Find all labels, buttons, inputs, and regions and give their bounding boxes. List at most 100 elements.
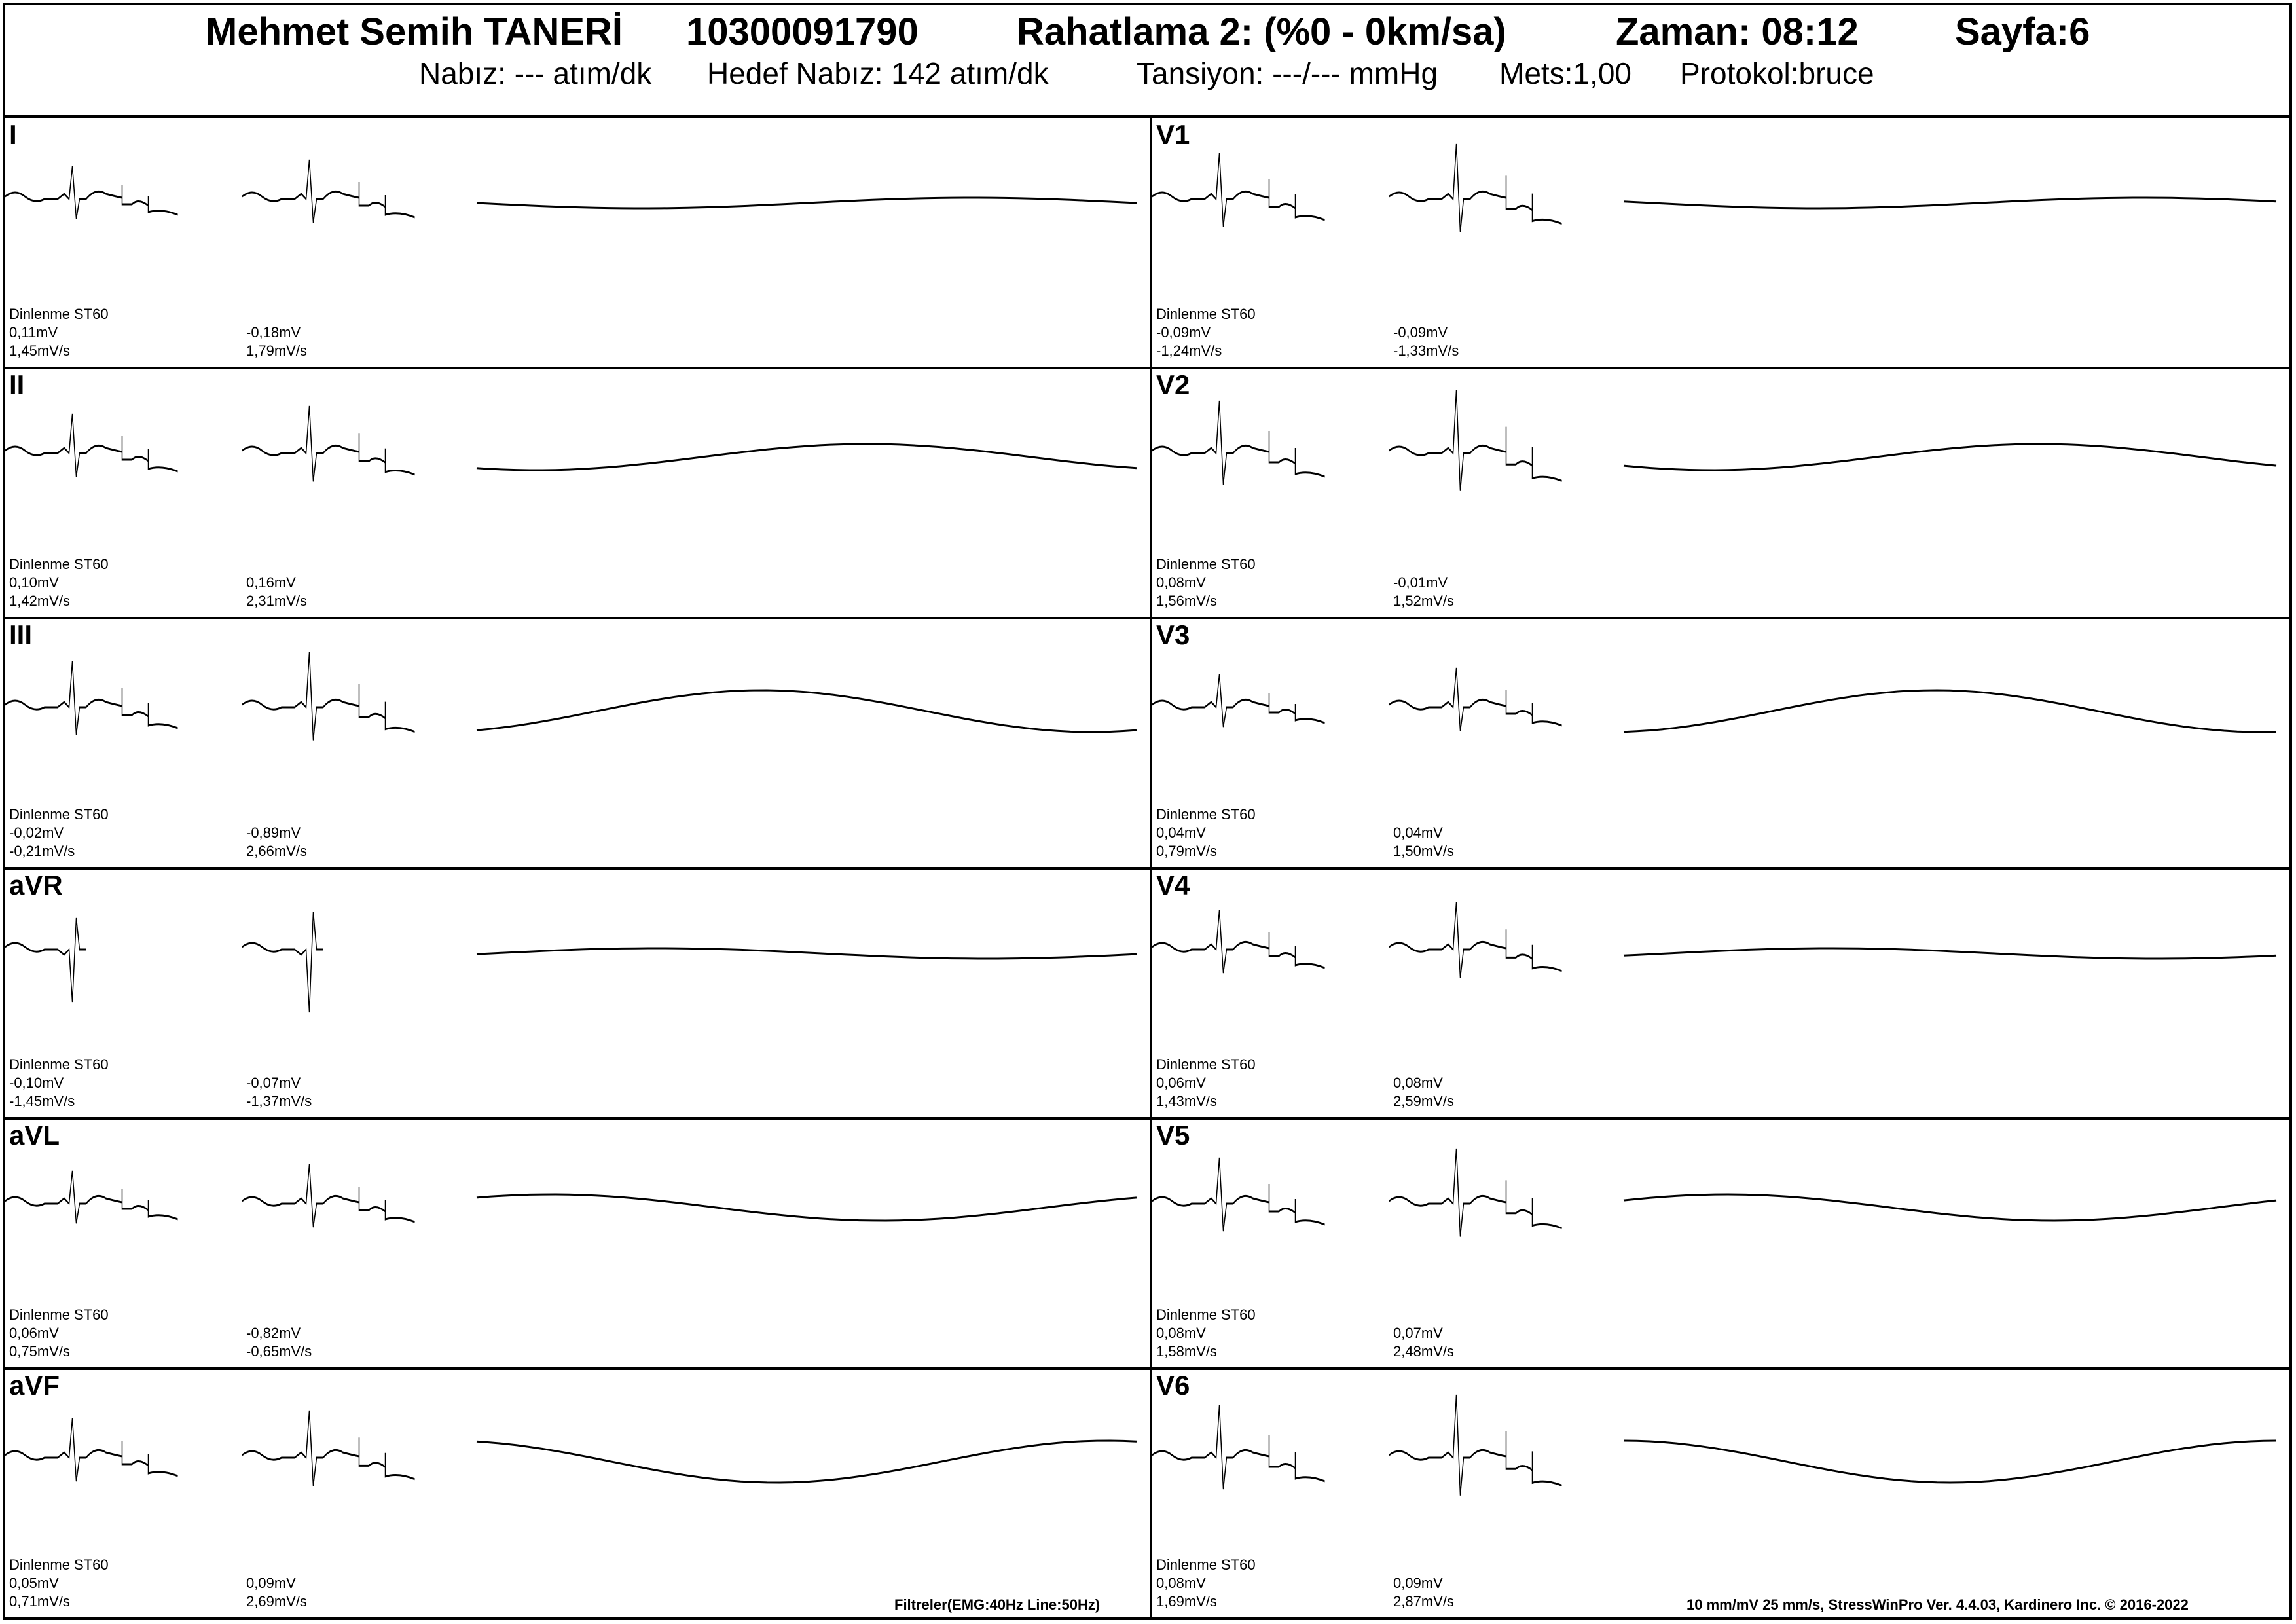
lead-cell-v1: V1 Dinlenme ST60 -0,09mV -1,24mV/s -0,09mV -1…	[1152, 118, 2289, 368]
st-rest-slope: 0,79mV/s	[1156, 843, 1217, 859]
st-rest-mv: 0,06mV	[1156, 1075, 1206, 1091]
current-beat-trace	[1389, 390, 1562, 491]
lead-name: II	[9, 369, 25, 400]
lead-cell-v6: V6 Dinlenme ST60 0,08mV 1,69mV/s 0,09mV 2,87m…	[1152, 1369, 2289, 1619]
st-rest-label: Dinlenme ST60	[1156, 306, 1256, 322]
st-rest-label: Dinlenme ST60	[9, 1056, 109, 1073]
rhythm-strip-trace	[1623, 1439, 2277, 1484]
st-rest-label: Dinlenme ST60	[1156, 1056, 1256, 1073]
st-cur-slope: 2,48mV/s	[1393, 1343, 1454, 1359]
lead-cell-avr: aVR Dinlenme ST60 -0,10mV -1,45mV/s -0,07mV -…	[5, 868, 1150, 1118]
st-cur-slope: -1,37mV/s	[246, 1093, 312, 1109]
st-rest-label: Dinlenme ST60	[9, 1306, 109, 1323]
st-cur-slope: 1,52mV/s	[1393, 593, 1454, 609]
st-rest-slope: -1,24mV/s	[1156, 342, 1222, 359]
rest-beat-trace	[5, 166, 178, 219]
st-rest-mv: 0,08mV	[1156, 1325, 1206, 1341]
patient-id: 10300091790	[686, 10, 919, 53]
rest-beat-trace	[1152, 153, 1325, 227]
blood-pressure-label: Tansiyon: ---/--- mmHg	[1137, 56, 1438, 90]
software-info: 10 mm/mV 25 mm/s, StressWinPro Ver. 4.4.…	[1686, 1596, 2189, 1613]
st-cur-slope: 2,31mV/s	[246, 593, 307, 609]
lead-name: V3	[1156, 619, 1190, 650]
rhythm-strip-trace	[1623, 196, 2277, 210]
current-beat-trace	[1389, 143, 1562, 232]
st-rest-mv: 0,08mV	[1156, 574, 1206, 591]
st-cur-mv: 0,08mV	[1393, 1075, 1443, 1091]
st-rest-mv: -0,09mV	[1156, 324, 1211, 341]
rhythm-strip-trace	[476, 1439, 1137, 1484]
st-cur-slope: 1,50mV/s	[1393, 843, 1454, 859]
current-beat-trace	[242, 405, 415, 482]
row-separator	[5, 1117, 2289, 1120]
current-beat-trace	[242, 912, 323, 1013]
st-rest-label: Dinlenme ST60	[1156, 1557, 1256, 1573]
st-cur-slope: 2,87mV/s	[1393, 1593, 1454, 1610]
row-separator	[5, 367, 2289, 369]
st-rest-slope: 1,42mV/s	[9, 593, 70, 609]
rest-beat-trace	[5, 1418, 178, 1482]
ecg-lead-grid: I Dinlenme ST60 0,11mV 1,45mV/s -0,18mV 1,79m…	[5, 118, 2289, 1617]
rest-beat-trace	[1152, 674, 1325, 728]
page-number: Sayfa:6	[1955, 10, 2090, 53]
rhythm-strip-trace	[476, 196, 1137, 210]
ecg-waveforms	[5, 1410, 1137, 1486]
rhythm-strip-trace	[476, 689, 1137, 733]
st-rest-slope: 0,75mV/s	[9, 1343, 70, 1359]
lead-cell-v5: V5 Dinlenme ST60 0,08mV 1,58mV/s 0,07mV 2,48m…	[1152, 1118, 2289, 1369]
lead-name: V4	[1156, 870, 1190, 900]
current-beat-trace	[242, 652, 415, 741]
st-rest-slope: 1,56mV/s	[1156, 593, 1217, 609]
lead-cell-v2: V2 Dinlenme ST60 0,08mV 1,56mV/s -0,01mV 1,52…	[1152, 368, 2289, 618]
report-header: Mehmet Semih TANERİ 10300091790 Rahatlam…	[5, 5, 2289, 118]
st-rest-mv: 0,06mV	[9, 1325, 59, 1341]
row-separator	[5, 867, 2289, 870]
st-rest-slope: 0,71mV/s	[9, 1593, 70, 1610]
protocol-label: Protokol:bruce	[1680, 56, 1874, 90]
lead-name: V6	[1156, 1370, 1190, 1401]
rhythm-strip-trace	[476, 947, 1137, 960]
lead-name: III	[9, 619, 33, 650]
pulse-label: Nabız: --- atım/dk	[419, 56, 652, 90]
ecg-waveforms	[1152, 143, 2277, 232]
rhythm-strip-trace	[476, 1193, 1137, 1222]
st-rest-slope: 1,58mV/s	[1156, 1343, 1217, 1359]
st-cur-mv: -0,07mV	[246, 1075, 301, 1091]
st-rest-mv: 0,08mV	[1156, 1575, 1206, 1591]
current-beat-trace	[1389, 1394, 1562, 1496]
lead-name: aVL	[9, 1120, 60, 1151]
lead-cell-ii: II Dinlenme ST60 0,10mV 1,42mV/s 0,16mV 2,31m…	[5, 368, 1150, 618]
st-rest-mv: 0,04mV	[1156, 824, 1206, 841]
rhythm-strip-trace	[476, 443, 1137, 471]
st-cur-slope: 2,59mV/s	[1393, 1093, 1454, 1109]
st-cur-slope: -0,65mV/s	[246, 1343, 312, 1359]
rest-beat-trace	[1152, 1157, 1325, 1232]
current-beat-trace	[242, 159, 415, 223]
st-rest-label: Dinlenme ST60	[9, 806, 109, 822]
ecg-report-page: Mehmet Semih TANERİ 10300091790 Rahatlam…	[3, 3, 2292, 1620]
st-rest-slope: -0,21mV/s	[9, 843, 75, 859]
lead-name: aVF	[9, 1370, 60, 1401]
rest-beat-trace	[5, 1170, 178, 1224]
st-rest-slope: 1,43mV/s	[1156, 1093, 1217, 1109]
rhythm-strip-trace	[1623, 1193, 2277, 1222]
st-rest-slope: 1,45mV/s	[9, 342, 70, 359]
rhythm-strip-trace	[1623, 947, 2277, 960]
rest-beat-trace	[5, 917, 86, 1003]
lead-name: I	[9, 119, 17, 150]
st-cur-mv: 0,07mV	[1393, 1325, 1443, 1341]
st-cur-mv: 0,09mV	[246, 1575, 296, 1591]
st-cur-mv: -0,89mV	[246, 824, 301, 841]
st-rest-mv: -0,10mV	[9, 1075, 64, 1091]
rhythm-strip-trace	[1623, 689, 2277, 733]
row-separator	[5, 617, 2289, 619]
lead-cell-avl: aVL Dinlenme ST60 0,06mV 0,75mV/s -0,82mV -0,…	[5, 1118, 1150, 1369]
st-rest-mv: 0,05mV	[9, 1575, 59, 1591]
st-rest-label: Dinlenme ST60	[9, 556, 109, 572]
stage-label: Rahatlama 2: (%0 - 0km/sa)	[1017, 10, 1506, 53]
lead-cell-iii: III Dinlenme ST60 -0,02mV -0,21mV/s -0,89mV 2…	[5, 618, 1150, 868]
current-beat-trace	[1389, 902, 1562, 978]
st-rest-label: Dinlenme ST60	[9, 306, 109, 322]
st-rest-label: Dinlenme ST60	[1156, 556, 1256, 572]
st-rest-label: Dinlenme ST60	[1156, 1306, 1256, 1323]
